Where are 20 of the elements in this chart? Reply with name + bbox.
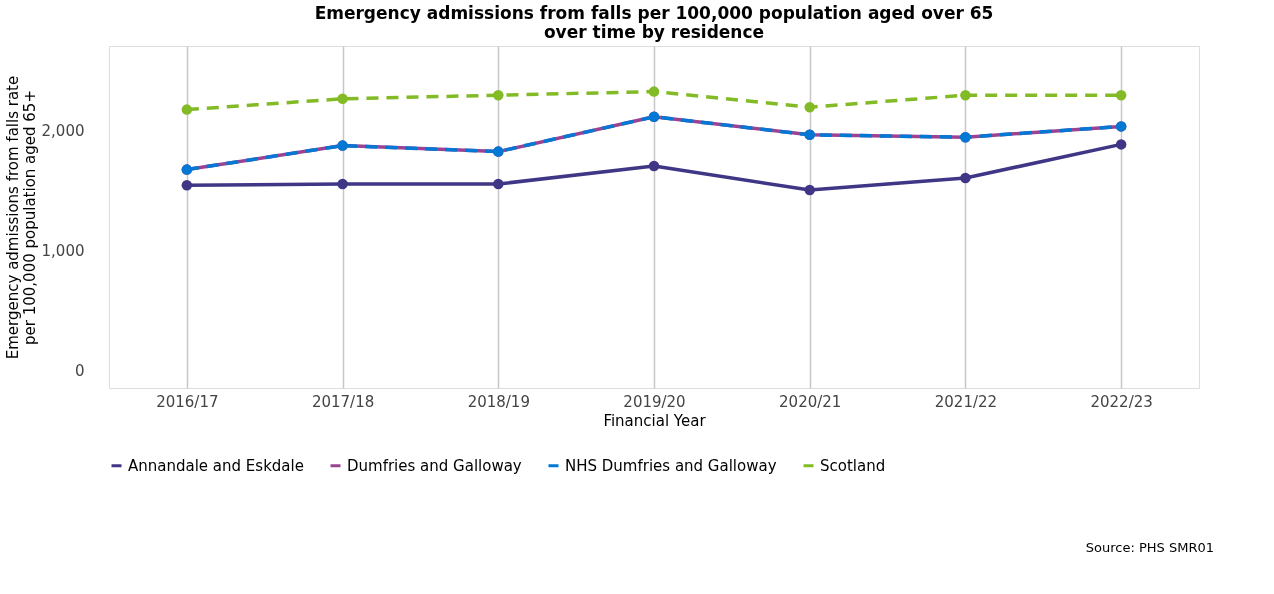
x-tick-label: 2020/21 [779,392,842,411]
x-tick-label: 2018/19 [467,392,530,411]
source-note: Source: PHS SMR01 [1085,540,1214,555]
x-tick-label: 2016/17 [156,392,219,411]
legend-label: Scotland [820,456,886,475]
y-tick-label: 0 [74,361,85,380]
x-tick-label: 2022/23 [1090,392,1153,411]
legend-label: NHS Dumfries and Galloway [565,456,777,475]
x-tick-label: 2019/20 [623,392,686,411]
text: Emergency admissions from falls rate [3,75,22,360]
legend-label: Annandale and Eskdale [128,456,304,475]
y-tick-label: 1,000 [41,241,85,260]
text: per 100,000 population aged 65+ [20,90,39,345]
x-tick-label: 2021/22 [934,392,998,411]
text: Emergency admissions from falls per 100,000 population aged over 65 [314,3,994,23]
legend-label: Dumfries and Galloway [347,456,522,475]
y-tick-label: 2,000 [41,121,85,140]
x-tick-label: 2017/18 [311,392,375,411]
x-axis-title: Financial Year [603,411,707,430]
text: over time by residence [543,22,765,42]
